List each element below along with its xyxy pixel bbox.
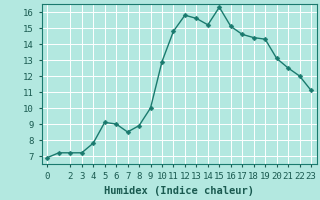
X-axis label: Humidex (Indice chaleur): Humidex (Indice chaleur): [104, 186, 254, 196]
